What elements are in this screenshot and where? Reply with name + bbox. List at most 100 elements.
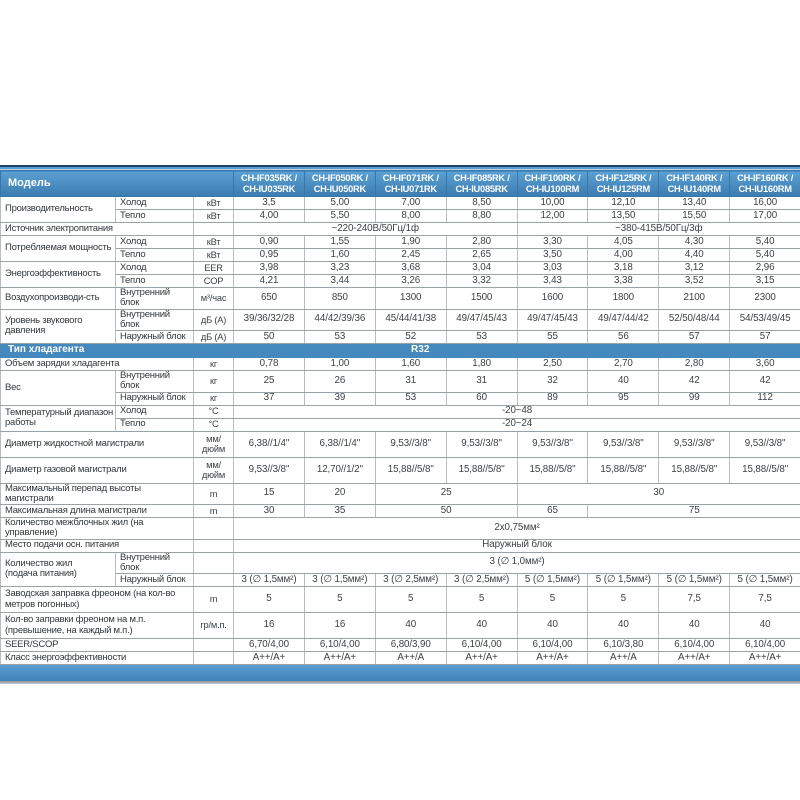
value-cell: 44/42/39/36	[303, 308, 376, 331]
value-cell: 1600	[516, 287, 589, 310]
value-cell: 3,15	[729, 274, 800, 288]
row-sublabel: Тепло	[115, 417, 194, 432]
value-cell: 13,50	[587, 209, 660, 223]
value-cell: 4,00	[233, 209, 305, 223]
value-cell: 3,5	[233, 196, 305, 210]
value-cell: 57	[658, 330, 731, 344]
column-header: CH-IF050RK / CH-IU050RK	[303, 170, 376, 197]
table-row: Диаметр жидкостной магистрали мм/ дюйм 6,3…	[0, 430, 800, 458]
value-cell: 5,40	[729, 248, 800, 262]
value-cell: 15,88//5/8"	[658, 456, 731, 484]
value-cell: 30	[516, 482, 800, 505]
table-row: Воздухопроизводи-сть Внутренний блок м³/ча…	[0, 287, 800, 310]
value-cell: 60	[445, 391, 518, 406]
unit-label: кВт	[192, 235, 235, 249]
value-cell: 3,52	[658, 274, 731, 288]
value-cell: 40	[374, 612, 447, 639]
value-cell: 3 (∅ 2,5мм²)	[445, 573, 518, 587]
unit-label	[192, 573, 235, 587]
value-cell: 4,00	[587, 248, 660, 262]
value-cell: A++/A+	[233, 651, 305, 665]
value-cell: 112	[729, 391, 800, 406]
value-cell: 2,65	[445, 248, 518, 262]
value-cell: 50	[374, 504, 518, 518]
value-cell: 95	[587, 391, 660, 406]
value-cell: 1,80	[445, 357, 518, 371]
unit-label: °С	[192, 404, 235, 419]
value-cell: 15,88//5/8"	[587, 456, 660, 484]
value-cell: 3,38	[587, 274, 660, 288]
value-cell: 2300	[729, 287, 800, 310]
value-cell: 9,53//3/8"	[729, 430, 800, 458]
value-cell: 99	[658, 391, 731, 406]
unit-label: COP	[192, 274, 235, 288]
value-cell: 3,12	[658, 261, 731, 275]
spec-table: Модель CH-IF035RK / CH-IU035RK CH-IF050RK …	[0, 170, 800, 665]
value-cell: 3,26	[374, 274, 447, 288]
value-cell: 40	[729, 612, 800, 639]
value-cell: 53	[303, 330, 376, 344]
value-cell: 3,03	[516, 261, 589, 275]
value-cell: 15,88//5/8"	[516, 456, 589, 484]
value-cell: 2,50	[516, 357, 589, 371]
value-cell: 31	[374, 370, 447, 393]
table-row: Наружный блок дБ (А) 50 53 52 53 55 56 57 57	[1, 330, 800, 344]
table-row: Максимальная длина магистрали m 30 35 50 65 75	[0, 504, 800, 518]
value-cell: 5,40	[729, 235, 800, 249]
value-cell: 40	[587, 612, 660, 639]
table-row: Место подачи осн. питания Наружный блок	[0, 538, 800, 553]
value-cell: 5	[516, 586, 589, 613]
table-row: Потребляемая мощность Холод кВт 0,90 1,55 1,9…	[0, 235, 800, 262]
value-cell: 35	[303, 504, 376, 518]
value-cell: 2,45	[374, 248, 447, 262]
value-cell: 5,50	[303, 209, 376, 223]
value-cell: 3,60	[729, 357, 800, 371]
value-cell: 17,00	[729, 209, 800, 223]
unit-label	[192, 638, 235, 652]
value-cell: ~380-415В/50Гц/3ф	[516, 222, 800, 236]
value-cell: 37	[233, 391, 305, 406]
table-row: Максимальный перепад высоты магистрали m 1…	[0, 482, 800, 505]
value-cell: 16	[233, 612, 305, 639]
row-label: SEER/SCOP	[0, 638, 194, 652]
value-cell: -20~48	[233, 404, 800, 419]
unit-label: м³/час	[192, 287, 235, 310]
value-cell: 6,38//1/4"	[233, 430, 305, 458]
table-top-accent-strip	[0, 165, 800, 170]
row-label: Источник электропитания	[0, 222, 194, 236]
table-row: Энергоэффективность Холод EER 3,98 3,23 3,68 3…	[0, 261, 800, 288]
value-cell: 1,55	[303, 235, 376, 249]
value-cell: 15,50	[658, 209, 731, 223]
value-cell: 15,88//5/8"	[445, 456, 518, 484]
column-header: CH-IF071RK / CH-IU071RK	[374, 170, 447, 197]
value-cell: ~220-240В/50Гц/1ф	[233, 222, 518, 236]
value-cell: 16	[303, 612, 376, 639]
row-label: Кол-во заправки фреоном на м.п. (превыше…	[0, 612, 194, 639]
value-cell: 65	[516, 504, 589, 518]
row-label: Воздухопроизводи-сть	[0, 287, 116, 310]
value-cell: 5 (∅ 1,5мм²)	[516, 573, 589, 587]
value-cell: 3,32	[445, 274, 518, 288]
value-cell: 6,10/3,80	[587, 638, 660, 652]
value-cell: 55	[516, 330, 589, 344]
value-cell: 6,70/4,00	[233, 638, 305, 652]
unit-label: m	[192, 504, 235, 518]
value-cell: 5	[374, 586, 447, 613]
table-row: Класс энергоэффективности A++/A+ A++/A+ A++…	[0, 651, 800, 665]
unit-label	[192, 551, 235, 574]
value-cell: 4,05	[587, 235, 660, 249]
value-cell: 40	[445, 612, 518, 639]
refrigerant-value: R32	[233, 343, 800, 358]
value-cell: 3 (∅ 2,5мм²)	[374, 573, 447, 587]
value-cell: 9,53//3/8"	[233, 456, 305, 484]
value-cell: 850	[303, 287, 376, 310]
value-cell: 3,68	[374, 261, 447, 275]
row-label: Диаметр жидкостной магистрали	[0, 430, 194, 458]
unit-label: дБ (А)	[192, 330, 235, 344]
unit-label: кг	[192, 370, 235, 393]
table-row: SEER/SCOP 6,70/4,00 6,10/4,00 6,80/3,90 6,10…	[0, 638, 800, 652]
bottom-bar-shadow	[0, 681, 800, 684]
table-row: Наружный блок кг 37 39 53 60 89 95 99 112	[1, 391, 800, 406]
value-cell: 4,30	[658, 235, 731, 249]
